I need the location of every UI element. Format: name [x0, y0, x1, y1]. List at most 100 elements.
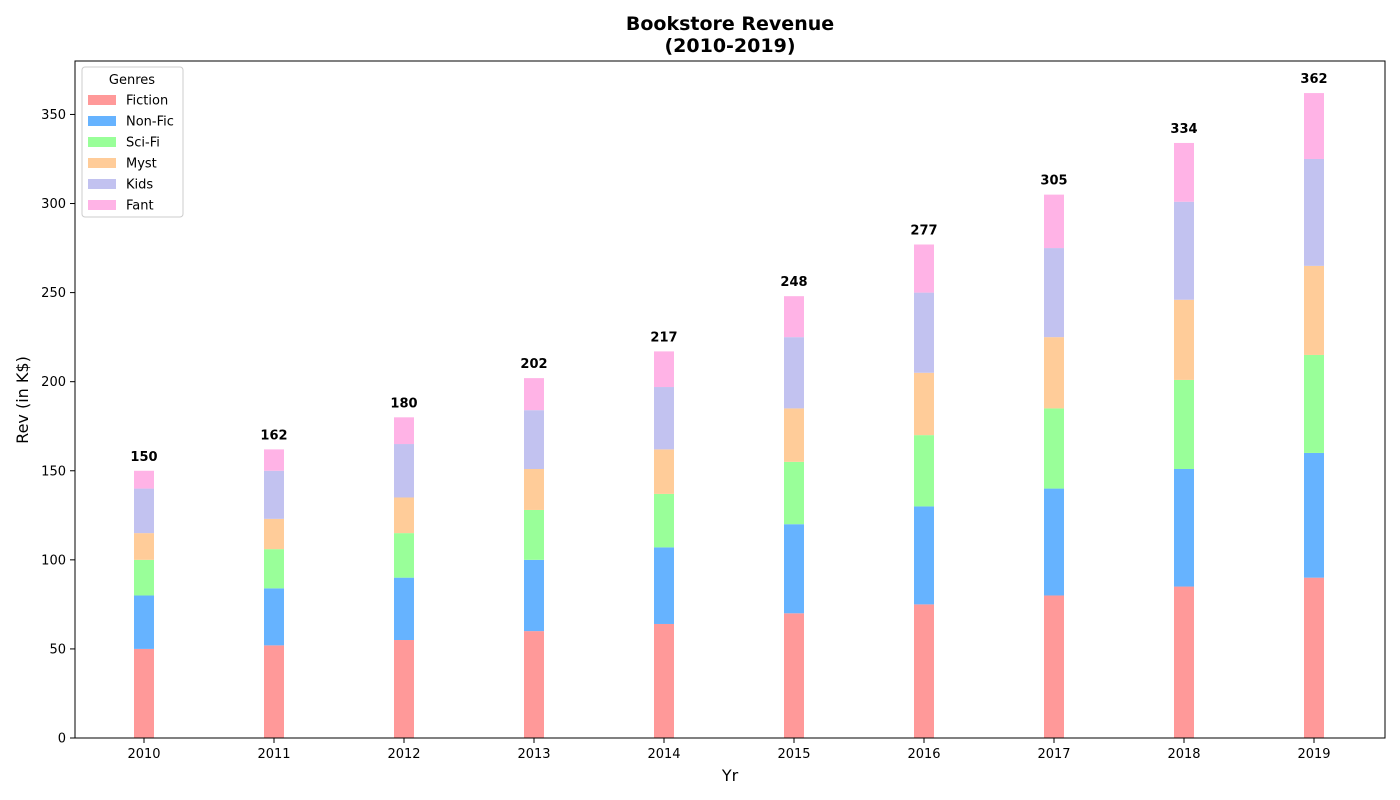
bar-fant-2016 [914, 244, 934, 293]
bar-fiction-2011 [264, 645, 284, 738]
bar-kids-2015 [784, 337, 804, 409]
bar-kids-2010 [134, 488, 154, 534]
bar-fiction-2016 [914, 604, 934, 738]
legend-swatch-non-fic [88, 116, 116, 126]
x-tick-label-2011: 2011 [257, 747, 290, 762]
bar-myst-2010 [134, 533, 154, 560]
y-tick-label-200: 200 [41, 375, 66, 390]
y-tick-label-300: 300 [41, 197, 66, 212]
bar-fiction-2015 [784, 613, 804, 738]
legend-label-kids: Kids [126, 178, 153, 193]
bar-non-fic-2015 [784, 524, 804, 614]
total-label-2016: 277 [910, 224, 937, 239]
bar-non-fic-2016 [914, 506, 934, 605]
total-label-2011: 162 [260, 428, 287, 443]
bar-sci-fi-2011 [264, 549, 284, 589]
bar-myst-2018 [1174, 299, 1194, 380]
total-label-2015: 248 [780, 275, 807, 290]
bar-sci-fi-2015 [784, 461, 804, 525]
x-tick-label-2015: 2015 [777, 747, 810, 762]
x-tick-label-2010: 2010 [127, 747, 160, 762]
bar-sci-fi-2018 [1174, 379, 1194, 469]
total-label-2013: 202 [520, 357, 547, 372]
bar-fiction-2013 [524, 631, 544, 738]
legend-swatch-fiction [88, 95, 116, 105]
bar-fiction-2014 [654, 623, 674, 738]
chart-title-line2: (2010-2019) [664, 35, 795, 57]
bar-fiction-2010 [134, 648, 154, 738]
chart-title-line1: Bookstore Revenue [626, 13, 834, 35]
bar-myst-2011 [264, 518, 284, 550]
total-label-2014: 217 [650, 330, 677, 345]
legend-label-fiction: Fiction [126, 94, 168, 109]
y-tick-label-50: 50 [49, 642, 66, 657]
bar-non-fic-2017 [1044, 488, 1064, 596]
x-tick-label-2016: 2016 [907, 747, 940, 762]
x-tick-label-2013: 2013 [517, 747, 550, 762]
bar-fant-2012 [394, 417, 414, 445]
bar-non-fic-2018 [1174, 468, 1194, 587]
bar-kids-2019 [1304, 158, 1324, 266]
y-axis-label: Rev (in K$) [13, 356, 32, 444]
bar-non-fic-2011 [264, 588, 284, 646]
total-label-2012: 180 [390, 396, 417, 411]
bar-sci-fi-2010 [134, 559, 154, 596]
bar-fant-2011 [264, 449, 284, 471]
legend-title: Genres [109, 73, 155, 88]
bar-kids-2014 [654, 387, 674, 450]
bar-kids-2013 [524, 410, 544, 469]
bar-non-fic-2013 [524, 559, 544, 632]
bar-non-fic-2019 [1304, 452, 1324, 578]
bar-myst-2017 [1044, 337, 1064, 409]
bar-fant-2014 [654, 351, 674, 388]
y-tick-label-350: 350 [41, 108, 66, 123]
total-label-2018: 334 [1170, 122, 1197, 137]
bar-fiction-2018 [1174, 586, 1194, 738]
bar-myst-2015 [784, 408, 804, 462]
x-tick-label-2012: 2012 [387, 747, 420, 762]
bar-fant-2015 [784, 296, 804, 338]
x-axis: 2010 2011 2012 2013 2014 2015 2016 2017 2018 2019 [127, 738, 1331, 762]
plot-area: 150 162 180 202 217 248 277 305 334 362 [130, 72, 1328, 738]
total-label-2017: 305 [1040, 174, 1067, 189]
bar-kids-2017 [1044, 248, 1064, 338]
bar-sci-fi-2016 [914, 435, 934, 507]
legend-swatch-myst [88, 158, 116, 168]
y-tick-label-100: 100 [41, 553, 66, 568]
bar-sci-fi-2017 [1044, 408, 1064, 489]
x-tick-label-2018: 2018 [1167, 747, 1200, 762]
bar-fant-2017 [1044, 194, 1064, 249]
bar-fiction-2012 [394, 640, 414, 738]
x-tick-label-2019: 2019 [1297, 747, 1330, 762]
legend: Genres Fiction Non-Fic Sci-Fi Myst Kids Fant [81, 66, 184, 218]
bar-sci-fi-2014 [654, 493, 674, 548]
bar-myst-2014 [654, 449, 674, 494]
bar-non-fic-2012 [394, 577, 414, 641]
legend-label-fant: Fant [126, 199, 154, 214]
bar-myst-2016 [914, 372, 934, 436]
bar-fant-2010 [134, 470, 154, 489]
total-label-2010: 150 [130, 450, 157, 465]
legend-label-non-fic: Non-Fic [126, 115, 174, 130]
total-label-2019: 362 [1300, 72, 1327, 87]
bar-myst-2012 [394, 497, 414, 534]
bar-non-fic-2010 [134, 595, 154, 649]
bar-sci-fi-2019 [1304, 354, 1324, 453]
bar-myst-2013 [524, 468, 544, 510]
y-tick-label-150: 150 [41, 464, 66, 479]
bar-fant-2018 [1174, 142, 1194, 202]
legend-label-myst: Myst [126, 157, 157, 172]
bar-sci-fi-2013 [524, 509, 544, 560]
y-tick-label-250: 250 [41, 286, 66, 301]
bar-fant-2013 [524, 378, 544, 411]
legend-label-sci-fi: Sci-Fi [126, 136, 160, 151]
x-tick-label-2017: 2017 [1037, 747, 1070, 762]
legend-swatch-fant [88, 200, 116, 210]
bar-fiction-2017 [1044, 595, 1064, 738]
legend-swatch-sci-fi [88, 137, 116, 147]
y-axis: 0 50 100 150 200 250 300 350 [41, 108, 75, 747]
bar-sci-fi-2012 [394, 533, 414, 578]
bar-fiction-2019 [1304, 577, 1324, 738]
legend-swatch-kids [88, 179, 116, 189]
bar-fant-2019 [1304, 93, 1324, 159]
